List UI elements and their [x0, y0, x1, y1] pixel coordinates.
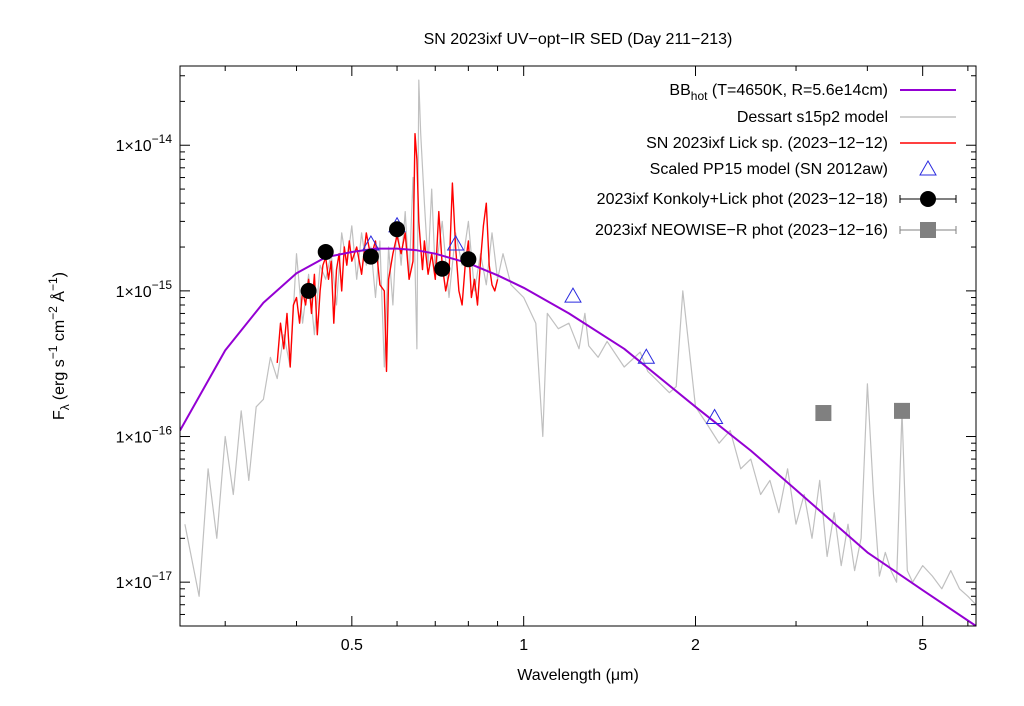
y-tick-mantissa: 1×10 — [116, 575, 152, 592]
y-tick-exponent: −14 — [152, 132, 173, 146]
x-tick-label: 1 — [519, 637, 528, 654]
legend-label-lick-spectrum: SN 2023ixf Lick sp. (2023−12−12) — [646, 135, 888, 152]
y-tick-exponent: −16 — [152, 424, 173, 438]
plot-frame — [179, 65, 977, 627]
legend-label-pp15-model: Scaled PP15 model (SN 2012aw) — [650, 161, 888, 178]
y-tick-exponent: −15 — [152, 278, 173, 292]
y-label-text: (erg s — [51, 359, 68, 400]
data-point-konkoly-lick-phot-6 — [460, 251, 477, 268]
data-point-konkoly-lick-phot-5 — [434, 260, 451, 277]
marker-layer — [300, 216, 911, 425]
y-tick-mantissa: 1×10 — [116, 138, 152, 155]
legend-label-konkoly-lick-phot: 2023ixf Konkoly+Lick phot (2023−12−18) — [597, 191, 888, 208]
y-tick-label: 1×10−16 — [116, 424, 173, 447]
legend-label-neowise-phot: 2023ixf NEOWISE−R phot (2023−12−16) — [595, 222, 888, 239]
data-point-pp15-model-6 — [705, 408, 724, 425]
legend-marker-neowise-phot — [920, 222, 936, 238]
y-tick-exponent: −17 — [152, 569, 173, 583]
series-line-blackbody — [180, 247, 976, 626]
legend: BBhot (T=4650K, R=5.6e14cm) Dessart s15p… — [595, 82, 957, 239]
y-tick-label: 1×10−14 — [116, 132, 173, 155]
y-label-base: F — [51, 410, 68, 420]
y-label-sub: λ — [58, 404, 72, 410]
data-point-konkoly-lick-phot-3 — [362, 248, 379, 265]
data-point-neowise-phot-1 — [815, 405, 832, 422]
x-tick-label: 0.5 — [341, 637, 363, 654]
y-label-sup2: −2 — [46, 306, 60, 320]
axis-layer: 0.5 1 2 51×10−171×10−161×10−151×10−14 — [116, 66, 976, 654]
data-point-neowise-phot-2 — [894, 402, 911, 419]
y-label-mid2: Å — [49, 291, 68, 306]
legend-bb-rest: (T=4650K, R=5.6e14cm) — [707, 82, 888, 99]
x-axis-label: Wavelength (μm) — [517, 667, 639, 684]
chart-title: SN 2023ixf UV−opt−IR SED (Day 211−213) — [424, 31, 733, 48]
y-label-sup3: −1 — [46, 277, 60, 291]
data-point-konkoly-lick-phot-2 — [317, 243, 334, 260]
data-point-konkoly-lick-phot-4 — [389, 221, 406, 238]
legend-bb-sub: hot — [691, 89, 708, 103]
legend-label-dessart-model: Dessart s15p2 model — [737, 109, 888, 126]
legend-marker-konkoly-lick-phot — [920, 191, 936, 207]
y-label-mid: cm — [51, 320, 68, 346]
y-tick-label: 1×10−15 — [116, 278, 173, 301]
y-tick-label: 1×10−17 — [116, 569, 173, 592]
x-tick-label: 5 — [918, 637, 927, 654]
data-point-pp15-model-3 — [446, 234, 465, 251]
legend-marker-pp15-model — [919, 159, 937, 176]
y-axis-label: Fλ(erg s−1 cm−2 Å−1) — [46, 272, 72, 420]
y-label-end: ) — [51, 272, 68, 277]
x-tick-label: 2 — [691, 637, 700, 654]
data-point-pp15-model-5 — [637, 348, 656, 364]
legend-bb-name: BB — [669, 82, 690, 99]
y-label-sup1: −1 — [46, 345, 60, 359]
y-tick-mantissa: 1×10 — [116, 284, 152, 301]
data-point-konkoly-lick-phot-1 — [300, 282, 317, 299]
y-tick-mantissa: 1×10 — [116, 430, 152, 447]
data-point-pp15-model-4 — [564, 287, 582, 303]
series-line-dessart-model — [184, 79, 976, 606]
legend-label-blackbody: BBhot (T=4650K, R=5.6e14cm) — [669, 82, 888, 103]
